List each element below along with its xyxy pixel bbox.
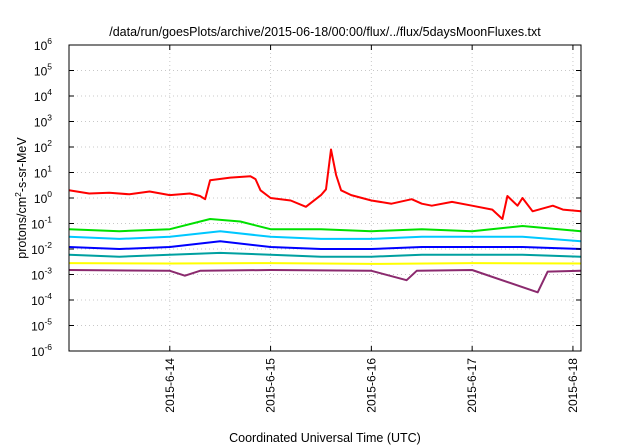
y-axis-label: protons/cm2-s-sr-MeV xyxy=(13,137,29,259)
series-line-7 xyxy=(68,269,582,294)
x-axis: 2015-6-14 2015-6-15 2015-6-16 2015-6-17 2015… xyxy=(163,45,580,413)
y-tick-label: 10-4 xyxy=(31,291,52,308)
grid xyxy=(69,45,581,351)
x-axis-label: Coordinated Universal Time (UTC) xyxy=(229,431,421,445)
y-tick-label: 10-1 xyxy=(31,215,52,232)
series-line-3 xyxy=(68,230,582,243)
series-line-5 xyxy=(68,251,582,258)
series-group xyxy=(68,148,582,294)
series-line-2 xyxy=(68,218,582,233)
y-tick-label: 103 xyxy=(34,113,52,130)
y-axis: 10-6 10-5 10-4 10-3 10-2 10-1 100 101 102 103 104 1… xyxy=(31,36,581,359)
y-tick-label: 101 xyxy=(34,164,52,181)
y-tick-label: 10-5 xyxy=(31,317,52,334)
x-tick-label: 2015-6-17 xyxy=(465,358,479,413)
y-tick-label: 102 xyxy=(34,138,52,155)
y-tick-label: 105 xyxy=(34,62,52,79)
y-tick-label: 100 xyxy=(34,189,52,206)
series-line-6 xyxy=(68,262,582,265)
y-tick-label: 106 xyxy=(34,36,52,53)
series-line-1 xyxy=(68,148,582,220)
series-line-4 xyxy=(68,240,582,250)
y-tick-label: 10-2 xyxy=(31,240,52,257)
x-tick-label: 2015-6-14 xyxy=(163,358,177,413)
x-tick-label: 2015-6-16 xyxy=(364,358,378,413)
chart-title: /data/run/goesPlots/archive/2015-06-18/0… xyxy=(109,25,541,39)
x-tick-label: 2015-6-18 xyxy=(566,358,580,413)
y-tick-label: 10-3 xyxy=(31,266,52,283)
y-tick-label: 10-6 xyxy=(31,342,52,359)
y-tick-label: 104 xyxy=(34,87,52,104)
x-tick-label: 2015-6-15 xyxy=(264,358,278,413)
